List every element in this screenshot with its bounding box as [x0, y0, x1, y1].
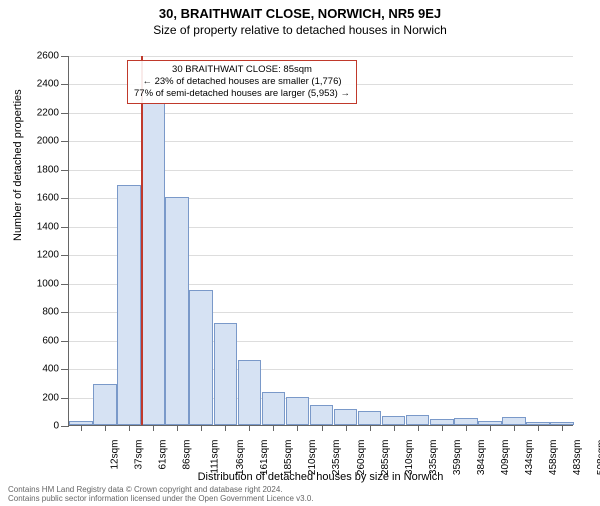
- x-tick: [514, 425, 515, 431]
- y-tick-label: 800: [42, 307, 69, 318]
- annotation-line1: 30 BRAITHWAIT CLOSE: 85sqm: [134, 64, 350, 76]
- y-tick-label: 200: [42, 392, 69, 403]
- page-title: 30, BRAITHWAIT CLOSE, NORWICH, NR5 9EJ: [0, 6, 600, 21]
- footer-line1: Contains HM Land Registry data © Crown c…: [8, 485, 314, 494]
- x-tick: [249, 425, 250, 431]
- histogram-bar: [165, 197, 189, 425]
- x-tick: [490, 425, 491, 431]
- x-tick-label: 136sqm: [235, 440, 246, 476]
- x-tick: [81, 425, 82, 431]
- histogram-bar: [214, 323, 238, 425]
- grid-line: [69, 56, 573, 57]
- y-tick-label: 2600: [37, 51, 69, 62]
- x-tick: [297, 425, 298, 431]
- x-tick: [466, 425, 467, 431]
- x-tick-label: 260sqm: [356, 440, 367, 476]
- x-tick: [177, 425, 178, 431]
- footer-line2: Contains public sector information licen…: [8, 494, 314, 503]
- y-tick-label: 2400: [37, 79, 69, 90]
- histogram-bar: [286, 397, 310, 425]
- annotation-box: 30 BRAITHWAIT CLOSE: 85sqm← 23% of detac…: [127, 60, 357, 104]
- histogram-bar: [310, 405, 334, 425]
- histogram-bar: [502, 417, 526, 425]
- histogram-bar: [238, 360, 262, 425]
- y-tick-label: 1400: [37, 221, 69, 232]
- histogram-bar: [382, 416, 406, 425]
- x-tick-label: 310sqm: [404, 440, 415, 476]
- y-tick-label: 1600: [37, 193, 69, 204]
- x-tick-label: 359sqm: [452, 440, 463, 476]
- histogram-bar: [358, 411, 382, 425]
- x-tick: [418, 425, 419, 431]
- x-tick-label: 111sqm: [210, 440, 221, 474]
- x-tick-label: 384sqm: [476, 440, 487, 476]
- histogram-bar: [334, 409, 358, 425]
- x-tick-label: 409sqm: [500, 440, 511, 476]
- x-tick: [442, 425, 443, 431]
- x-tick: [129, 425, 130, 431]
- x-tick: [322, 425, 323, 431]
- histogram-bar: [189, 290, 213, 425]
- histogram-bar: [406, 415, 430, 425]
- x-tick-label: 235sqm: [332, 440, 343, 476]
- x-tick-label: 458sqm: [548, 440, 559, 476]
- chart-area: 0200400600800100012001400160018002000220…: [68, 56, 573, 426]
- x-tick-label: 508sqm: [596, 440, 600, 476]
- x-tick: [273, 425, 274, 431]
- y-tick-label: 600: [42, 335, 69, 346]
- x-tick-label: 335sqm: [428, 440, 439, 476]
- x-tick-label: 86sqm: [182, 440, 193, 470]
- y-axis-label: Number of detached properties: [12, 89, 24, 241]
- x-tick-label: 483sqm: [572, 440, 583, 476]
- x-axis-label: Distribution of detached houses by size …: [68, 471, 573, 483]
- annotation-line2: ← 23% of detached houses are smaller (1,…: [134, 76, 350, 88]
- x-tick: [225, 425, 226, 431]
- y-tick-label: 400: [42, 364, 69, 375]
- x-tick: [201, 425, 202, 431]
- x-tick-label: 37sqm: [134, 440, 145, 470]
- x-tick-label: 285sqm: [380, 440, 391, 476]
- x-tick: [370, 425, 371, 431]
- x-tick-label: 210sqm: [307, 440, 318, 476]
- x-tick-label: 61sqm: [158, 440, 169, 470]
- histogram-bar: [117, 185, 141, 426]
- x-tick-label: 185sqm: [283, 440, 294, 476]
- x-tick: [153, 425, 154, 431]
- x-tick: [538, 425, 539, 431]
- x-tick-label: 161sqm: [259, 440, 270, 476]
- histogram-bar: [454, 418, 478, 425]
- y-tick-label: 0: [53, 421, 69, 432]
- histogram-bar: [262, 392, 286, 425]
- histogram-bar: [141, 103, 165, 425]
- x-tick: [394, 425, 395, 431]
- x-tick-label: 12sqm: [110, 440, 121, 470]
- y-tick-label: 1200: [37, 250, 69, 261]
- y-tick-label: 2200: [37, 107, 69, 118]
- x-tick: [346, 425, 347, 431]
- x-tick: [562, 425, 563, 431]
- y-tick-label: 1800: [37, 164, 69, 175]
- y-tick-label: 2000: [37, 136, 69, 147]
- property-marker-line: [141, 56, 143, 425]
- plot-region: 0200400600800100012001400160018002000220…: [68, 56, 573, 426]
- x-tick: [105, 425, 106, 431]
- y-tick-label: 1000: [37, 278, 69, 289]
- x-tick-label: 434sqm: [524, 440, 535, 476]
- footer: Contains HM Land Registry data © Crown c…: [8, 485, 314, 503]
- histogram-bar: [93, 384, 117, 425]
- page-subtitle: Size of property relative to detached ho…: [0, 23, 600, 37]
- annotation-line3: 77% of semi-detached houses are larger (…: [134, 88, 350, 100]
